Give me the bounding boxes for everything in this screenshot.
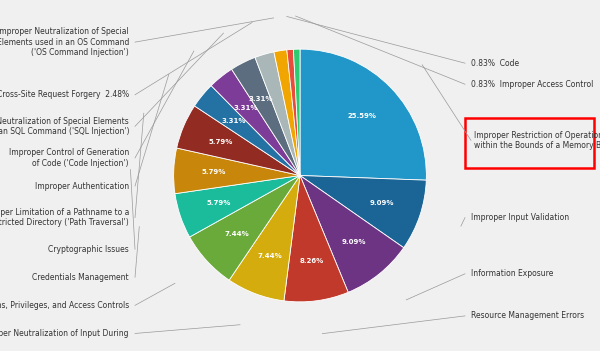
Text: 7.44%: 7.44% [257, 253, 282, 259]
Text: Improper Neutralization of Input During: Improper Neutralization of Input During [0, 329, 129, 338]
Text: Resource Management Errors: Resource Management Errors [471, 311, 584, 320]
Wedge shape [176, 106, 300, 176]
Wedge shape [293, 49, 300, 176]
Text: 5.79%: 5.79% [206, 200, 231, 206]
Text: 5.79%: 5.79% [202, 169, 226, 175]
Wedge shape [173, 148, 300, 194]
Text: Improper Neutralization of Special Elements
used in an SQL Command ('SQL Injecti: Improper Neutralization of Special Eleme… [0, 117, 129, 136]
Wedge shape [255, 52, 300, 176]
Text: Improper Control of Generation
of Code ('Code Injection'): Improper Control of Generation of Code (… [9, 148, 129, 168]
Text: Permissions, Privileges, and Access Controls: Permissions, Privileges, and Access Cont… [0, 301, 129, 310]
Text: Improper Restriction of Operations
within the Bounds of a Memory Buffer: Improper Restriction of Operations withi… [474, 131, 600, 150]
Wedge shape [229, 176, 300, 301]
Wedge shape [211, 69, 300, 176]
Text: Cross-Site Request Forgery  2.48%: Cross-Site Request Forgery 2.48% [0, 90, 129, 99]
Wedge shape [287, 49, 300, 176]
Text: Cryptographic Issues: Cryptographic Issues [48, 245, 129, 254]
Text: 3.31%: 3.31% [249, 96, 274, 102]
Wedge shape [300, 176, 426, 248]
Wedge shape [232, 58, 300, 176]
Text: 9.09%: 9.09% [369, 200, 394, 206]
Text: 25.59%: 25.59% [347, 113, 376, 119]
Text: Information Exposure: Information Exposure [471, 269, 553, 278]
Wedge shape [175, 176, 300, 237]
Wedge shape [300, 176, 404, 292]
Wedge shape [300, 49, 427, 180]
Text: 7.44%: 7.44% [224, 231, 249, 237]
Text: Improper Limitation of a Pathname to a
Restricted Directory ('Path Traversal'): Improper Limitation of a Pathname to a R… [0, 208, 129, 227]
Text: Improper Input Validation: Improper Input Validation [471, 213, 569, 222]
Text: 0.83%  Code: 0.83% Code [471, 59, 519, 68]
Text: 0.83%  Improper Access Control: 0.83% Improper Access Control [471, 80, 593, 89]
Text: 8.26%: 8.26% [299, 258, 323, 264]
Wedge shape [284, 176, 348, 302]
Text: 3.31%: 3.31% [221, 118, 246, 124]
Wedge shape [194, 86, 300, 176]
Wedge shape [190, 176, 300, 280]
Text: Credentials Management: Credentials Management [32, 273, 129, 282]
Text: 3.31%: 3.31% [234, 105, 259, 112]
Text: Improper Authentication: Improper Authentication [35, 181, 129, 191]
Wedge shape [274, 50, 300, 176]
Text: Improper Neutralization of Special
Elements used in an OS Command
('OS Command I: Improper Neutralization of Special Eleme… [0, 27, 129, 57]
Text: 9.09%: 9.09% [341, 239, 366, 245]
Text: 5.79%: 5.79% [209, 139, 233, 145]
